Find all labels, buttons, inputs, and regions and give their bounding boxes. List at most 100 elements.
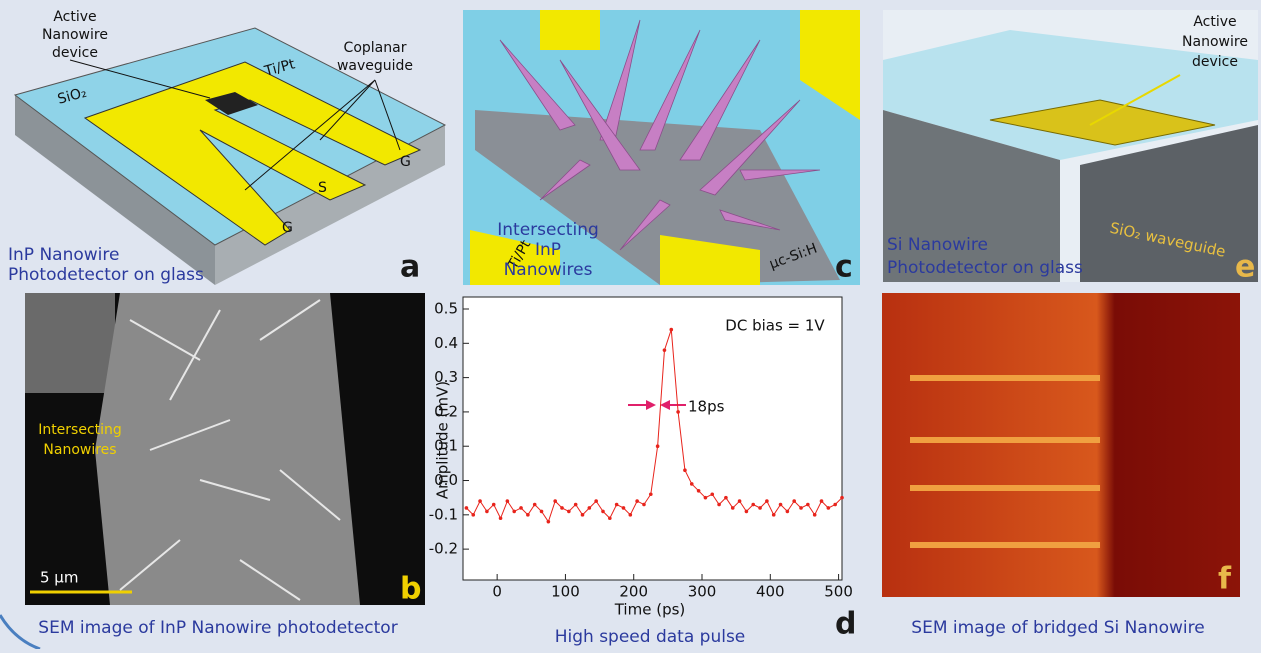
pad-label: S [318, 180, 327, 196]
data-point [499, 516, 503, 520]
data-point [799, 506, 803, 510]
label: waveguide [337, 58, 413, 74]
annotation: DC bias = 1V [725, 317, 825, 335]
figure: Active Nanowire device Coplanar waveguid… [0, 0, 1261, 649]
data-point [581, 513, 585, 517]
y-tick-label: 0.2 [434, 402, 458, 420]
metal [540, 10, 600, 50]
data-point [635, 499, 639, 503]
data-point [758, 506, 762, 510]
caption: SEM image of InP Nanowire photodetector [38, 618, 397, 638]
x-tick-label: 300 [688, 583, 717, 601]
data-point [485, 510, 489, 514]
data-point [724, 496, 728, 500]
data-point [588, 506, 592, 510]
panel-image [882, 293, 1240, 597]
data-point [820, 499, 824, 503]
panel-f: f SEM image of bridged Si Nanowire [882, 293, 1240, 638]
data-point [813, 513, 817, 517]
panel-e: Active Nanowire device SiO₂ waveguide Si… [883, 10, 1258, 285]
pad-label: G [282, 220, 293, 236]
data-point [553, 499, 557, 503]
label: Intersecting [38, 422, 122, 438]
label: Active [1193, 14, 1236, 30]
x-tick-label: 200 [619, 583, 648, 601]
data-point [560, 506, 564, 510]
panel-letter: d [835, 607, 856, 642]
caption: Photodetector on glass [887, 258, 1083, 278]
pad-label: G [400, 154, 411, 170]
data-point [478, 499, 482, 503]
y-tick-label: 0.3 [434, 368, 458, 386]
label: Nanowire [1182, 34, 1248, 50]
label: InP [535, 240, 561, 260]
panel-c: Ti/Pt Intersecting InP Nanowires μc-Si:H… [463, 10, 860, 285]
y-tick-label: 0.0 [434, 471, 458, 489]
x-tick-label: 500 [824, 583, 853, 601]
data-point [745, 510, 749, 514]
data-point [669, 328, 673, 332]
data-point [601, 510, 605, 514]
data-point [792, 499, 796, 503]
y-tick-label: -0.1 [429, 505, 458, 523]
data-point [704, 496, 708, 500]
data-point [827, 506, 831, 510]
caption: High speed data pulse [555, 627, 746, 647]
data-point [465, 506, 469, 510]
panel-letter: e [1235, 250, 1255, 285]
label: Nanowires [504, 260, 593, 280]
x-tick-label: 100 [551, 583, 580, 601]
data-point [690, 482, 694, 486]
nanowire-band [95, 293, 360, 605]
data-point [806, 503, 810, 507]
y-tick-label: 0.1 [434, 437, 458, 455]
plot-frame [463, 297, 842, 580]
data-point [615, 503, 619, 507]
data-point [697, 489, 701, 493]
scale-label: 5 μm [40, 569, 78, 587]
label: Nanowire [42, 27, 108, 43]
panel-letter: b [400, 572, 421, 607]
data-point [594, 499, 598, 503]
data-point [731, 506, 735, 510]
data-point [547, 520, 551, 524]
data-point [751, 503, 755, 507]
y-tick-label: 0.4 [434, 334, 458, 352]
data-point [540, 510, 544, 514]
data-point [492, 503, 496, 507]
panel-letter: f [1218, 562, 1232, 597]
data-point [526, 513, 530, 517]
data-point [786, 510, 790, 514]
data-point [608, 516, 612, 520]
caption: Si Nanowire [887, 235, 988, 255]
y-tick-label: -0.2 [429, 540, 458, 558]
data-point [567, 510, 571, 514]
panel-b: Intersecting Nanowires 5 μm b SEM image … [25, 293, 425, 638]
label: Intersecting [497, 220, 599, 240]
data-point [772, 513, 776, 517]
data-point [533, 503, 537, 507]
caption: SEM image of bridged Si Nanowire [911, 618, 1204, 638]
x-tick-label: 400 [756, 583, 785, 601]
label: Nanowires [43, 442, 116, 458]
data-point [717, 503, 721, 507]
data-point [840, 496, 844, 500]
data-point [765, 499, 769, 503]
data-point [629, 513, 633, 517]
data-point [663, 348, 667, 352]
caption: InP Nanowire [8, 245, 119, 265]
label: Active [53, 9, 96, 25]
label: device [52, 45, 98, 61]
data-point [710, 492, 714, 496]
caption: Photodetector on glass [8, 265, 204, 285]
label: device [1192, 54, 1238, 70]
data-point [779, 503, 783, 507]
texture [25, 293, 115, 393]
y-tick-label: 0.5 [434, 300, 458, 318]
label: Coplanar [344, 40, 407, 56]
panel-letter: c [835, 250, 853, 285]
data-point [512, 510, 516, 514]
annotation: 18ps [688, 398, 725, 416]
data-point [676, 410, 680, 414]
data-point [656, 444, 660, 448]
